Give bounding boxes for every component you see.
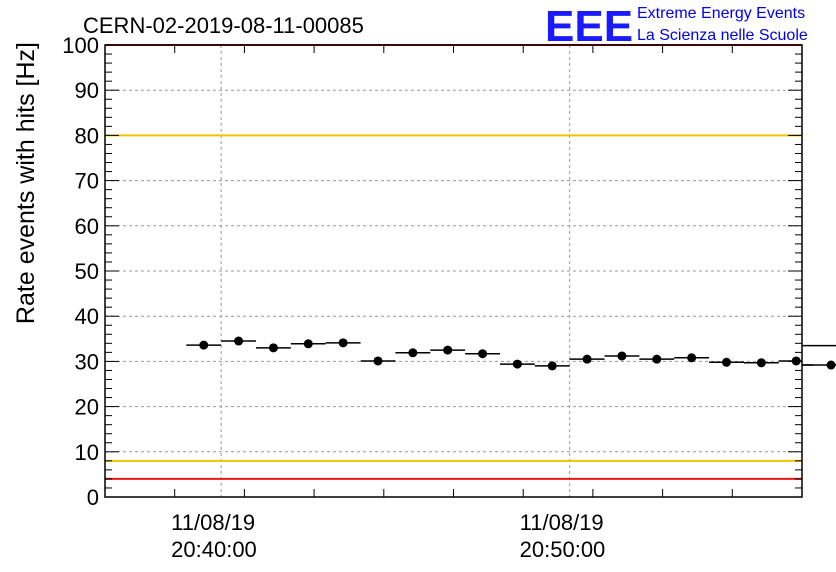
data-point [234, 336, 244, 346]
data-point [199, 340, 209, 350]
y-tick-label: 90 [75, 78, 99, 103]
y-tick-label: 30 [75, 349, 99, 374]
data-point [268, 343, 278, 353]
data-point [408, 348, 418, 358]
x-tick-label-time: 20:40:00 [171, 537, 257, 562]
x-tick-label-time: 20:50:00 [520, 537, 606, 562]
data-point [512, 359, 522, 369]
y-tick-label: 50 [75, 259, 99, 284]
logo-line-1: Extreme Energy Events [637, 5, 805, 22]
data-point [373, 356, 383, 366]
y-tick-label: 70 [75, 169, 99, 194]
data-point [687, 353, 697, 363]
y-tick-label: 10 [75, 440, 99, 465]
data-point [338, 338, 348, 348]
logo-line-2: La Scienza nelle Scuole [637, 27, 808, 44]
data-series [186, 336, 836, 371]
data-point [617, 351, 627, 361]
data-point [443, 345, 453, 355]
grid [105, 45, 802, 497]
y-tick-label: 100 [62, 33, 99, 58]
y-tick-label: 20 [75, 395, 99, 420]
logo-letters: EEE [545, 2, 633, 51]
data-point [478, 349, 488, 359]
data-point [303, 339, 313, 349]
y-tick-label: 40 [75, 304, 99, 329]
y-axis-label: Rate events with hits [Hz] [12, 42, 40, 324]
data-point [652, 354, 662, 364]
reference-lines [105, 44, 802, 480]
data-point [547, 361, 557, 371]
data-point [721, 357, 731, 367]
data-point [756, 358, 766, 368]
chart-title: CERN-02-2019-08-11-00085 [83, 13, 364, 38]
data-point [582, 354, 592, 364]
x-tick-label-date: 11/08/19 [520, 510, 604, 535]
y-tick-label: 60 [75, 214, 99, 239]
y-tick-label: 0 [87, 485, 99, 510]
eee-logo: EEE Extreme Energy Events La Scienza nel… [545, 2, 808, 51]
y-tick-label: 80 [75, 123, 99, 148]
axes: 010203040506070809010011/08/1920:40:0011… [62, 33, 803, 562]
x-tick-label-date: 11/08/19 [171, 510, 255, 535]
